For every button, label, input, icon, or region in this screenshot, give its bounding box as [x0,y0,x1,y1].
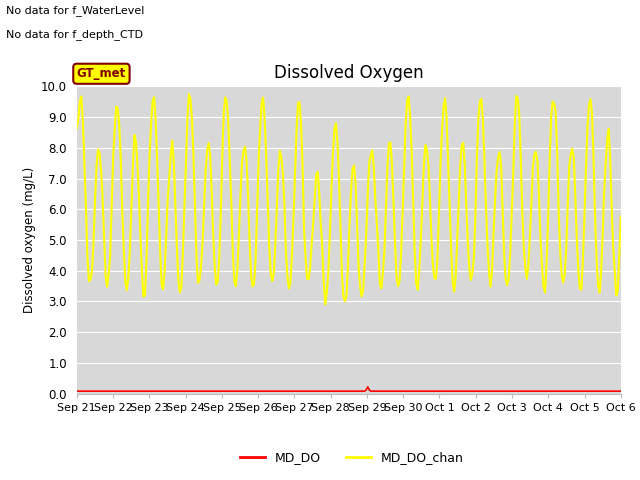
MD_DO_chan [140,294,147,300]
MD_DO [262,388,270,394]
MD_DO [253,388,261,394]
MD_DO_chan [237,192,244,198]
Line: MD_DO: MD_DO [77,387,621,391]
MD_DO_chan [264,199,271,205]
Title: Dissolved Oxygen: Dissolved Oxygen [274,64,424,82]
MD_DO [235,388,243,394]
MD_DO [140,388,147,394]
MD_DO_chan [321,301,329,307]
Text: No data for f_depth_CTD: No data for f_depth_CTD [6,29,143,40]
Text: GT_met: GT_met [77,67,126,80]
Y-axis label: Dissolved oxygen (mg/L): Dissolved oxygen (mg/L) [22,167,36,313]
MD_DO_chan [73,125,81,131]
MD_DO [73,388,81,394]
MD_DO_chan [185,91,193,97]
MD_DO_chan [312,171,320,177]
Legend: MD_DO, MD_DO_chan: MD_DO, MD_DO_chan [235,446,469,469]
Text: No data for f_WaterLevel: No data for f_WaterLevel [6,5,145,16]
MD_DO [311,388,319,394]
MD_DO [617,388,625,394]
MD_DO_chan [255,157,262,163]
MD_DO_chan [617,214,625,219]
MD_DO_chan [589,154,597,160]
MD_DO [364,384,372,390]
MD_DO [588,388,596,394]
Line: MD_DO_chan: MD_DO_chan [77,94,621,304]
